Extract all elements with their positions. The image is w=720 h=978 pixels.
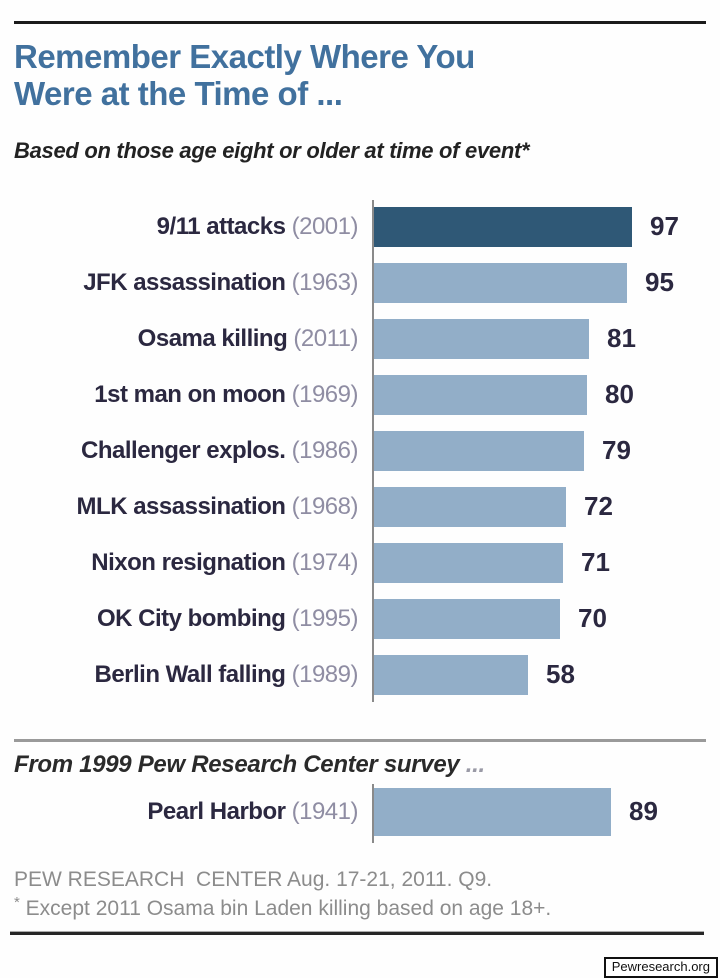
- bar: [374, 598, 560, 639]
- bar-label-event: 1st man on moon: [94, 380, 286, 408]
- chart-row: Osama killing (2011) 81: [14, 318, 706, 359]
- bar-label-year: (1969): [285, 380, 359, 408]
- bar-label-year: (2001): [285, 212, 359, 240]
- bar-label-year: (1995): [285, 604, 359, 632]
- source-line: PEW RESEARCH CENTER Aug. 17-21, 2011. Q9…: [14, 867, 493, 891]
- bar: [374, 486, 566, 527]
- chart-axis-line: [372, 199, 374, 702]
- bar-label: Nixon resignation (1974): [14, 549, 374, 577]
- bar-label-year: (1941): [285, 797, 359, 825]
- chart-row: Berlin Wall falling (1989) 58: [14, 654, 706, 695]
- chart-title-line2: Were at the Time of ...: [14, 74, 343, 112]
- bar-label-event: 9/11 attacks: [156, 212, 286, 240]
- bar-label: Pearl Harbor (1941): [14, 798, 374, 826]
- bar-label-event: MLK assassination: [76, 492, 286, 520]
- bottom-rule: [10, 931, 704, 935]
- bar-label: Challenger explos. (1986): [14, 437, 374, 465]
- bar-value: 89: [629, 796, 658, 827]
- bar-label-year: (1986): [285, 436, 359, 464]
- site-badge: Pewresearch.org: [603, 957, 718, 978]
- bar: [374, 318, 589, 359]
- bar-label: MLK assassination (1968): [14, 493, 374, 521]
- bar: [374, 262, 627, 303]
- secondary-section-heading: From 1999 Pew Research Center survey ...: [14, 751, 706, 779]
- bar-label-event: Challenger explos.: [81, 436, 286, 464]
- secondary-chart-rows: Pearl Harbor (1941) 89: [14, 787, 706, 836]
- chart-row: OK City bombing (1995) 70: [14, 598, 706, 639]
- top-rule: [14, 21, 706, 24]
- bar: [374, 206, 632, 247]
- chart-title: Remember Exactly Where You Were at the T…: [14, 38, 706, 113]
- bar-value: 70: [578, 603, 607, 634]
- main-bar-chart: 9/11 attacks (2001) 97 JFK assassination…: [14, 199, 706, 702]
- bar-label: OK City bombing (1995): [14, 605, 374, 633]
- bar-label-event: Pearl Harbor: [147, 797, 286, 825]
- bar-label-event: Nixon resignation: [91, 548, 286, 576]
- footnote-asterisk: *: [14, 893, 20, 911]
- footnote: * Except 2011 Osama bin Laden killing ba…: [14, 894, 706, 921]
- chart-row: JFK assassination (1963) 95: [14, 262, 706, 303]
- secondary-chart-axis-line: [372, 783, 374, 843]
- secondary-heading-ellipsis: ...: [459, 750, 485, 778]
- section-divider-rule: [14, 738, 706, 742]
- bar-label: JFK assassination (1963): [14, 269, 374, 297]
- bar-label-year: (2011): [287, 324, 358, 352]
- bar-value: 81: [607, 323, 636, 354]
- bar-label: 1st man on moon (1969): [14, 381, 374, 409]
- secondary-bar-chart: Pearl Harbor (1941) 89: [14, 783, 706, 843]
- chart-row: MLK assassination (1968) 72: [14, 486, 706, 527]
- bar-value: 79: [602, 435, 631, 466]
- bar-label-event: JFK assassination: [83, 268, 286, 296]
- chart-row: Nixon resignation (1974) 71: [14, 542, 706, 583]
- bar-label-event: OK City bombing: [96, 604, 286, 632]
- bar-value: 72: [584, 491, 613, 522]
- bar-label-year: (1968): [285, 492, 359, 520]
- bar-value: 71: [581, 547, 610, 578]
- bar-label-year: (1963): [285, 268, 359, 296]
- bar-label-year: (1989): [285, 660, 359, 688]
- bar-value: 95: [645, 267, 674, 298]
- chart-row: Challenger explos. (1986) 79: [14, 430, 706, 471]
- bar: [374, 787, 611, 836]
- bar: [374, 654, 528, 695]
- bar-value: 97: [650, 211, 679, 242]
- bar-label-event: Osama killing: [137, 324, 288, 352]
- bar: [374, 542, 563, 583]
- bar-label-event: Berlin Wall falling: [94, 660, 286, 688]
- chart-row: Pearl Harbor (1941) 89: [14, 787, 706, 836]
- chart-subtitle: Based on those age eight or older at tim…: [14, 137, 530, 163]
- chart-title-line1: Remember Exactly Where You: [14, 38, 475, 75]
- bar: [374, 374, 587, 415]
- footnote-text: Except 2011 Osama bin Laden killing base…: [19, 896, 552, 920]
- main-chart-rows: 9/11 attacks (2001) 97 JFK assassination…: [14, 206, 706, 695]
- chart-row: 9/11 attacks (2001) 97: [14, 206, 706, 247]
- chart-row: 1st man on moon (1969) 80: [14, 374, 706, 415]
- bar-value: 80: [605, 379, 634, 410]
- bar-label: Osama killing (2011): [14, 325, 374, 353]
- bar-label: 9/11 attacks (2001): [14, 213, 374, 241]
- bar-value: 58: [546, 659, 575, 690]
- bar: [374, 430, 584, 471]
- bar-label-year: (1974): [285, 548, 359, 576]
- bar-label: Berlin Wall falling (1989): [14, 661, 374, 689]
- secondary-heading-text: From 1999 Pew Research Center survey: [14, 750, 460, 778]
